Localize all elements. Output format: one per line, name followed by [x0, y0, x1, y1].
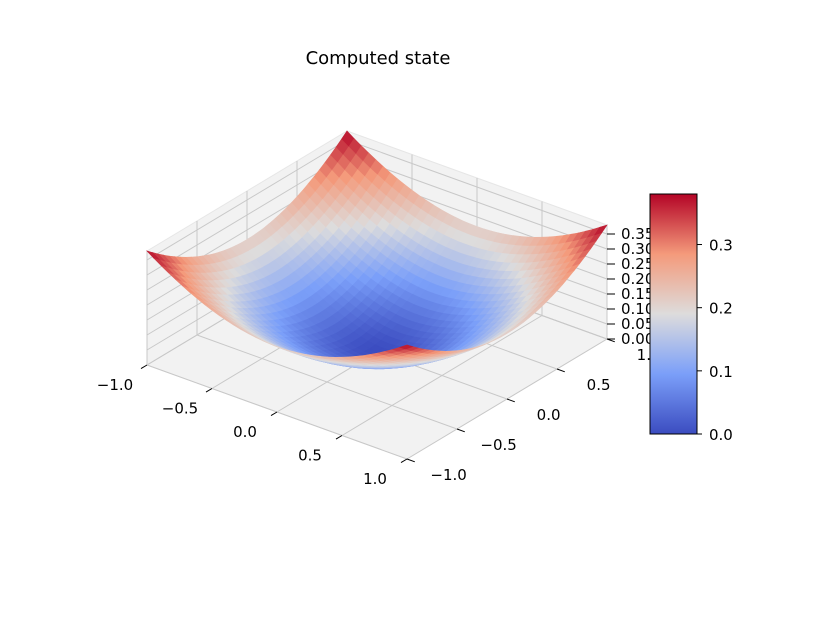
z-tick-label: 0.20 — [621, 270, 654, 288]
z-tick-label: 0.10 — [621, 300, 654, 318]
y-tick-label: −1.0 — [430, 466, 466, 484]
x-tick — [400, 458, 408, 464]
z-tick-label: 0.25 — [621, 255, 654, 273]
y-tick-label: −0.5 — [480, 436, 516, 454]
y-tick — [406, 458, 415, 463]
colorbar-tick-label: 0.2 — [709, 300, 733, 318]
y-tick-label: 0.5 — [587, 376, 611, 394]
x-tick — [335, 435, 343, 440]
z-tick-label: 0.35 — [621, 225, 654, 243]
colorbar-gradient — [649, 193, 698, 435]
surface-mesh — [146, 130, 608, 370]
z-tick-label: 0.30 — [621, 240, 654, 258]
y-tick — [456, 428, 465, 433]
x-tick-label: −1.0 — [97, 376, 133, 394]
x-tick-label: −0.5 — [162, 400, 198, 418]
x-tick-label: 0.0 — [233, 423, 257, 441]
y-tick-label: 0.0 — [537, 406, 561, 424]
z-tick-label: 0.15 — [621, 285, 654, 303]
x-tick — [270, 411, 278, 417]
surface-facet — [398, 344, 414, 350]
chart-title: Computed state — [306, 48, 451, 69]
colorbar-tick-label: 0.3 — [709, 237, 733, 255]
y-tick — [506, 398, 515, 403]
y-tick — [556, 368, 565, 373]
colorbar-tick-label: 0.1 — [709, 363, 733, 381]
x-tick — [205, 388, 213, 393]
x-tick-label: 0.5 — [298, 447, 322, 465]
z-tick-label: 0.00 — [621, 330, 654, 348]
colorbar: 0.0 0.1 0.2 0.3 — [649, 193, 733, 444]
z-tick-label: 0.05 — [621, 315, 654, 333]
x-tick — [140, 364, 148, 370]
colorbar-tick-label: 0.0 — [709, 426, 733, 444]
x-tick-label: 1.0 — [363, 470, 387, 488]
